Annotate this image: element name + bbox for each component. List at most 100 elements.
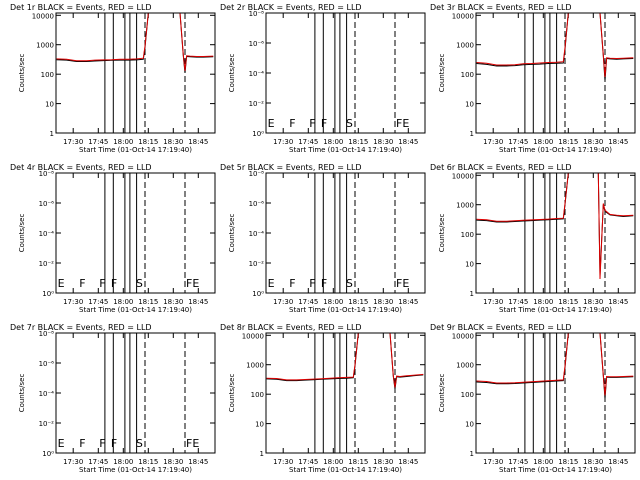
panel-det-9: Det 9r BLACK = Events, RED = LLD Counts/s… bbox=[430, 323, 636, 474]
y-tick-label: 100 bbox=[461, 231, 474, 239]
panel-det-5: Det 5r BLACK = Events, RED = LLD Counts/s… bbox=[220, 163, 426, 314]
y-tick-label: 100 bbox=[41, 71, 54, 79]
panel-det-7: Det 7r BLACK = Events, RED = LLD Counts/s… bbox=[10, 323, 216, 474]
x-tick-label: 18:30 bbox=[163, 138, 183, 146]
y-tick-label: 1000 bbox=[246, 362, 264, 370]
y-axis-label: Counts/sec bbox=[228, 54, 236, 93]
y-tick-label: 1 bbox=[470, 130, 474, 138]
y-tick-label: 10⁻⁸ bbox=[249, 10, 265, 18]
y-tick-label: 10⁻⁸ bbox=[39, 170, 55, 178]
y-tick-label: 1 bbox=[260, 450, 264, 458]
flag-label: S bbox=[346, 117, 353, 130]
series-lld-line bbox=[56, 13, 214, 71]
plot-frame bbox=[475, 172, 636, 294]
series-events-line bbox=[56, 13, 214, 73]
x-axis-label: Start Time (01-Oct-14 17:19:40) bbox=[289, 466, 402, 474]
flag-label: F bbox=[79, 277, 85, 290]
x-tick-label: 18:00 bbox=[113, 138, 133, 146]
x-tick-label: 18:00 bbox=[113, 458, 133, 466]
y-tick-label: 10000 bbox=[452, 172, 474, 180]
panel-title: Det 9r BLACK = Events, RED = LLD bbox=[430, 323, 572, 332]
flag-label: F bbox=[111, 437, 117, 450]
x-tick-label: 18:00 bbox=[113, 298, 133, 306]
y-tick-label: 1000 bbox=[456, 202, 474, 210]
series-events-line bbox=[476, 333, 634, 399]
panel-det-2: Det 2r BLACK = Events, RED = LLD Counts/s… bbox=[220, 3, 426, 154]
series-lld-line bbox=[476, 13, 634, 78]
x-tick-label: 18:45 bbox=[398, 458, 418, 466]
x-tick-label: 17:45 bbox=[88, 458, 108, 466]
flag-label: F bbox=[99, 277, 105, 290]
y-tick-label: 10⁰ bbox=[252, 290, 264, 298]
plot-frame bbox=[55, 172, 216, 294]
x-tick-label: 18:30 bbox=[583, 298, 603, 306]
x-tick-label: 17:45 bbox=[508, 298, 528, 306]
x-tick-label: 17:45 bbox=[88, 298, 108, 306]
flag-label: F bbox=[79, 437, 85, 450]
y-tick-label: 10⁻² bbox=[249, 260, 265, 268]
flag-label: E bbox=[58, 277, 65, 290]
y-tick-label: 100 bbox=[461, 71, 474, 79]
flag-label: E bbox=[268, 117, 275, 130]
flag-label: FE bbox=[186, 437, 199, 450]
series-events-line bbox=[266, 333, 424, 390]
plot-frame bbox=[265, 172, 426, 294]
panel-title: Det 7r BLACK = Events, RED = LLD bbox=[10, 323, 152, 332]
x-tick-label: 18:15 bbox=[138, 298, 158, 306]
plot-frame bbox=[265, 12, 426, 134]
flag-label: S bbox=[136, 437, 143, 450]
y-tick-label: 1 bbox=[50, 130, 54, 138]
y-tick-label: 10 bbox=[255, 421, 264, 429]
flag-label: FE bbox=[186, 277, 199, 290]
x-tick-label: 18:15 bbox=[348, 138, 368, 146]
x-tick-label: 18:45 bbox=[188, 138, 208, 146]
x-tick-label: 17:30 bbox=[483, 458, 503, 466]
panel-title: Det 3r BLACK = Events, RED = LLD bbox=[430, 3, 572, 12]
x-tick-label: 18:30 bbox=[373, 138, 393, 146]
flag-label: F bbox=[99, 437, 105, 450]
x-axis-label: Start Time (01-Oct-14 17:19:40) bbox=[499, 146, 612, 154]
flag-label: F bbox=[321, 117, 327, 130]
y-axis-label: Counts/sec bbox=[18, 374, 26, 413]
x-tick-label: 18:45 bbox=[188, 298, 208, 306]
y-tick-label: 10⁻⁴ bbox=[249, 230, 265, 238]
x-tick-label: 18:30 bbox=[583, 458, 603, 466]
panel-title: Det 5r BLACK = Events, RED = LLD bbox=[220, 163, 362, 172]
y-tick-label: 10000 bbox=[452, 12, 474, 20]
series-lld-line bbox=[476, 173, 634, 280]
y-tick-label: 10⁻⁶ bbox=[249, 200, 265, 208]
panel-title: Det 2r BLACK = Events, RED = LLD bbox=[220, 3, 362, 12]
panel-det-6: Det 6r BLACK = Events, RED = LLD Counts/s… bbox=[430, 163, 636, 314]
flag-label: F bbox=[309, 117, 315, 130]
x-tick-label: 17:30 bbox=[273, 458, 293, 466]
y-tick-label: 10000 bbox=[242, 332, 264, 340]
panel-det-1: Det 1r BLACK = Events, RED = LLD Counts/s… bbox=[10, 3, 216, 154]
x-tick-label: 18:45 bbox=[398, 298, 418, 306]
y-tick-label: 10⁻⁸ bbox=[249, 170, 265, 178]
y-tick-label: 10⁻⁴ bbox=[249, 70, 265, 78]
series-events-line bbox=[476, 173, 634, 276]
x-tick-label: 18:00 bbox=[323, 138, 343, 146]
y-tick-label: 10 bbox=[465, 101, 474, 109]
plot-frame bbox=[55, 12, 216, 134]
y-tick-label: 1000 bbox=[456, 362, 474, 370]
y-tick-label: 10⁰ bbox=[252, 130, 264, 138]
y-axis-label: Counts/sec bbox=[438, 214, 446, 253]
y-tick-label: 1000 bbox=[456, 42, 474, 50]
x-tick-label: 18:15 bbox=[138, 458, 158, 466]
x-tick-label: 18:45 bbox=[608, 298, 628, 306]
x-tick-label: 18:00 bbox=[533, 138, 553, 146]
y-tick-label: 10⁻² bbox=[39, 420, 55, 428]
y-tick-label: 10000 bbox=[452, 332, 474, 340]
x-tick-label: 17:30 bbox=[63, 138, 83, 146]
x-tick-label: 17:45 bbox=[298, 138, 318, 146]
y-tick-label: 10⁰ bbox=[42, 290, 54, 298]
x-tick-label: 17:30 bbox=[63, 298, 83, 306]
x-tick-label: 18:00 bbox=[323, 298, 343, 306]
y-axis-label: Counts/sec bbox=[228, 214, 236, 253]
flag-label: E bbox=[268, 277, 275, 290]
x-tick-label: 18:30 bbox=[163, 298, 183, 306]
x-tick-label: 18:30 bbox=[373, 298, 393, 306]
flag-label: F bbox=[111, 277, 117, 290]
